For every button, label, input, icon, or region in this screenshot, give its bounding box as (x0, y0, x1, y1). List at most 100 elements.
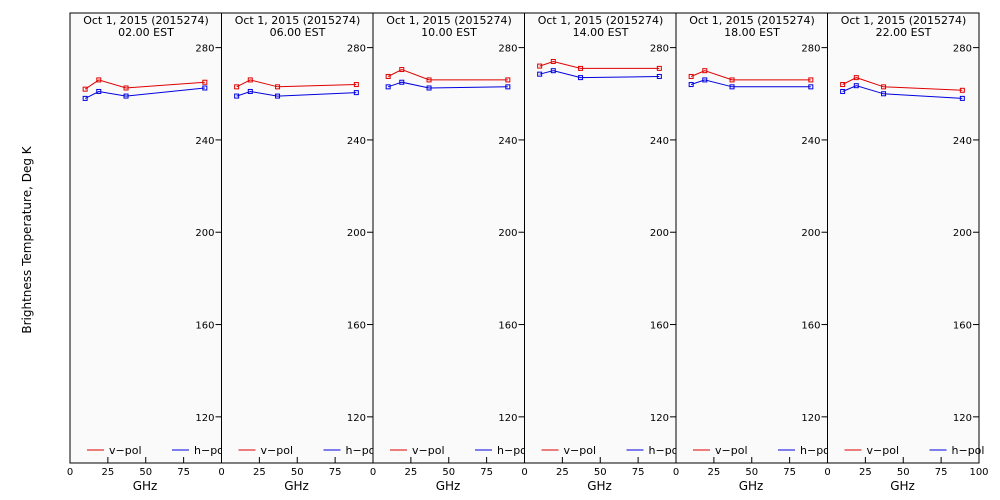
x-tick-label: 25 (708, 467, 721, 478)
y-tick-label: 160 (347, 321, 366, 332)
legend-label-v-pol: v−pol (412, 444, 445, 457)
x-axis-label: GHz (133, 479, 158, 493)
v-pol-point (275, 84, 281, 90)
h-pol-point (881, 91, 887, 97)
x-tick-label: 50 (745, 467, 758, 478)
x-tick-label: 50 (291, 467, 304, 478)
v-pol-line (387, 68, 508, 81)
y-axis-label: Brightness Temperature, Deg K (20, 145, 34, 333)
v-pol-point (426, 77, 432, 83)
v-pol-point (840, 82, 846, 88)
y-tick-label: 200 (195, 228, 214, 239)
y-tick-label: 200 (953, 228, 972, 239)
h-pol-point (840, 88, 846, 94)
y-tick-label: 240 (650, 136, 669, 147)
legend-label-v-pol: v−pol (867, 444, 900, 457)
panel-title-date: Oct 1, 2015 (2015274) (689, 14, 815, 27)
x-tick-label: 0 (370, 467, 376, 478)
legend-label-h-pol: h−pol (649, 444, 682, 457)
x-tick-label: 0 (67, 467, 73, 478)
v-pol-point (202, 79, 208, 85)
panel-5: Oct 1, 2015 (2015274)18.00 EST 120 160 200 2… (673, 12, 833, 493)
legend-label-h-pol: h−pol (952, 444, 985, 457)
panel-title-time: 14.00 EST (573, 26, 629, 39)
h-pol-line (84, 87, 205, 99)
panel-6: Oct 1, 2015 (2015274)22.00 EST 120 160 200 2… (824, 12, 989, 493)
x-tick-label: 75 (783, 467, 796, 478)
panel-title-date: Oct 1, 2015 (2015274) (538, 14, 664, 27)
panel-title-time: 10.00 EST (421, 26, 477, 39)
panel-frame (675, 12, 828, 464)
h-pol-line (690, 79, 811, 88)
x-tick-label: 25 (405, 467, 418, 478)
legend-label-h-pol: h−pol (194, 444, 227, 457)
v-pol-point (808, 77, 814, 83)
y-tick-label: 120 (953, 413, 972, 424)
v-pol-point (505, 77, 511, 83)
h-pol-point (385, 84, 391, 90)
x-tick-label: 75 (329, 467, 342, 478)
h-pol-point (578, 75, 584, 81)
legend-label-v-pol: v−pol (261, 444, 294, 457)
x-axis-label: GHz (436, 479, 461, 493)
y-tick-label: 160 (801, 321, 820, 332)
h-pol-point (123, 93, 129, 99)
x-tick-label: 100 (969, 467, 988, 478)
panel-title-time: 18.00 EST (724, 26, 780, 39)
y-tick-label: 240 (195, 136, 214, 147)
y-tick-label: 280 (650, 44, 669, 55)
legend-label-v-pol: v−pol (109, 444, 142, 457)
panel-1: Oct 1, 2015 (2015274)02.00 EST 120 160 200 2… (67, 12, 227, 493)
y-tick-label: 240 (953, 136, 972, 147)
h-pol-point (353, 90, 359, 96)
h-pol-point (96, 88, 102, 94)
h-pol-point (729, 84, 735, 90)
y-tick-label: 160 (650, 321, 669, 332)
v-pol-point (578, 65, 584, 71)
v-pol-point (959, 87, 965, 93)
x-tick-label: 0 (218, 467, 224, 478)
v-pol-point (399, 67, 405, 73)
h-pol-point (656, 73, 662, 79)
y-tick-label: 120 (801, 413, 820, 424)
panel-4: Oct 1, 2015 (2015274)14.00 EST 120 160 200 2… (521, 12, 682, 493)
x-axis-label: GHz (587, 479, 612, 493)
panels: Oct 1, 2015 (2015274)02.00 EST1201602002… (67, 12, 989, 493)
x-tick-label: 25 (556, 467, 569, 478)
x-tick-label: 75 (632, 467, 645, 478)
y-tick-label: 200 (650, 228, 669, 239)
v-pol-point (550, 58, 556, 64)
y-tick-label: 240 (498, 136, 517, 147)
x-tick-label: 50 (897, 467, 910, 478)
v-pol-point (702, 68, 708, 74)
h-pol-point (202, 85, 208, 91)
v-pol-point (385, 73, 391, 79)
panel-frame (221, 12, 374, 464)
h-pol-point (688, 82, 694, 88)
v-pol-line (842, 77, 963, 91)
legend-label-h-pol: h−pol (800, 444, 833, 457)
y-tick-label: 120 (195, 413, 214, 424)
v-pol-line (84, 79, 205, 90)
y-tick-label: 280 (347, 44, 366, 55)
y-tick-label: 280 (801, 44, 820, 55)
v-pol-point (881, 84, 887, 90)
panel-title-time: 06.00 EST (270, 26, 326, 39)
h-pol-point (537, 71, 543, 77)
v-pol-point (247, 77, 253, 83)
panel-title-date: Oct 1, 2015 (2015274) (386, 14, 512, 27)
v-pol-point (123, 85, 129, 91)
h-pol-point (702, 77, 708, 83)
h-pol-point (399, 79, 405, 85)
panel-frame (524, 12, 677, 464)
h-pol-point (426, 85, 432, 91)
x-tick-label: 25 (859, 467, 872, 478)
v-pol-point (853, 75, 859, 81)
h-pol-point (505, 84, 511, 90)
x-tick-label: 25 (102, 467, 115, 478)
panel-title-time: 22.00 EST (876, 26, 932, 39)
y-tick-label: 240 (347, 136, 366, 147)
legend-label-h-pol: h−pol (497, 444, 530, 457)
panel-2: Oct 1, 2015 (2015274)06.00 EST 120 160 200 2… (218, 12, 378, 493)
